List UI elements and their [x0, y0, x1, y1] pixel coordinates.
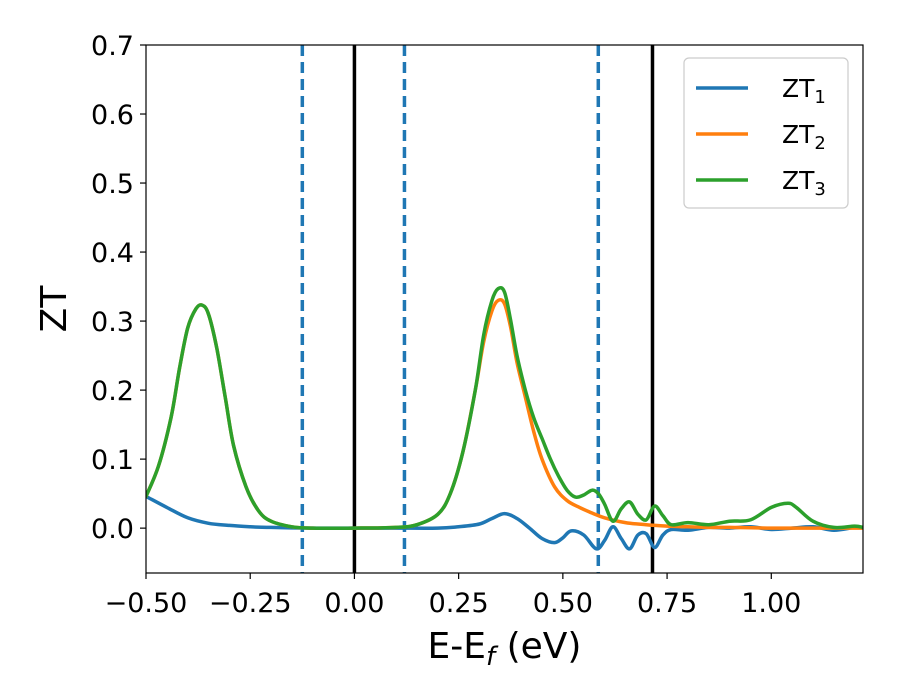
- legend-label-zt2: ZT2: [782, 120, 826, 154]
- y-tick-label: 0.4: [91, 238, 134, 269]
- legend-box: [683, 57, 849, 209]
- y-tick-label: 0.5: [91, 169, 134, 200]
- y-tick-label: 0.1: [91, 445, 134, 476]
- y-tick-label: 0.0: [91, 514, 134, 545]
- y-tick-label: 0.3: [91, 307, 134, 338]
- x-tick-label: 0.75: [637, 588, 697, 619]
- x-tick-label: 1.00: [741, 588, 801, 619]
- plot-frame: [145, 44, 864, 574]
- x-tick-label: 0.25: [429, 588, 489, 619]
- legend: ZT1 ZT2 ZT3: [683, 57, 849, 209]
- y-tick-label: 0.7: [91, 31, 134, 62]
- legend-label-zt3: ZT3: [782, 166, 826, 200]
- y-tick-label: 0.2: [91, 376, 134, 407]
- x-tick-label: −0.50: [105, 588, 188, 619]
- x-axis-label: E-Ef (eV): [428, 626, 582, 672]
- series-line-zt3: [146, 285, 863, 531]
- x-tick-label: 0.50: [533, 588, 593, 619]
- x-tick-label: −0.25: [209, 588, 292, 619]
- y-tick-label: 0.6: [91, 100, 134, 131]
- x-tick-label: 0.00: [324, 588, 384, 619]
- y-axis-label: ZT: [34, 285, 75, 333]
- legend-label-zt1: ZT1: [782, 74, 826, 108]
